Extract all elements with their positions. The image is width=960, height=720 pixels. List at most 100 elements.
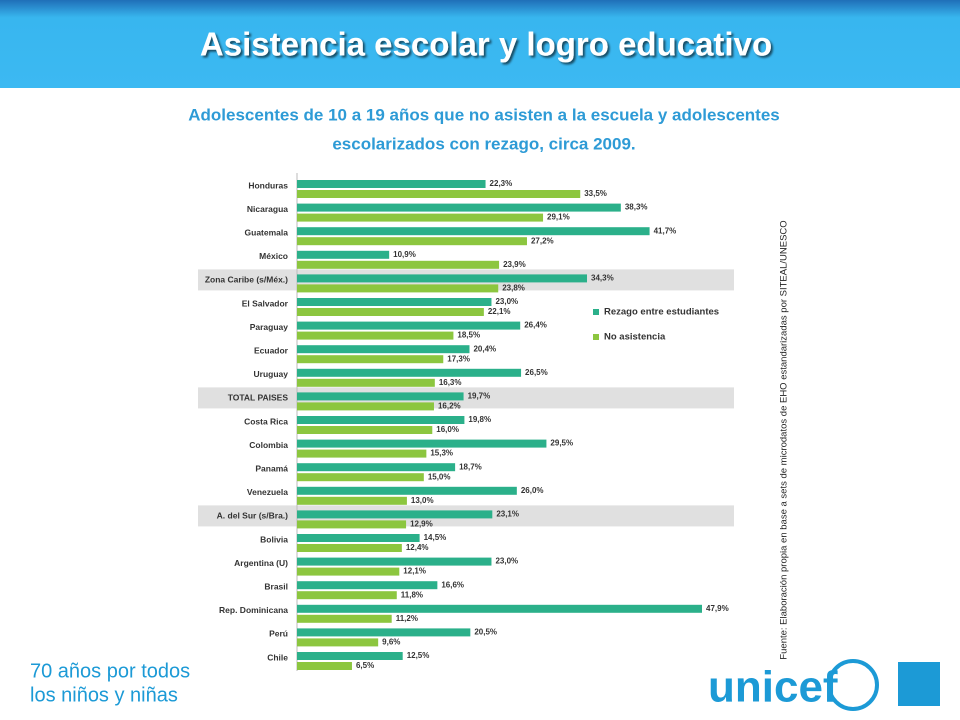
category-label: Chile — [267, 652, 288, 662]
bar — [297, 355, 444, 364]
value-label: 23,8% — [502, 284, 525, 293]
value-label: 29,1% — [547, 213, 570, 222]
category-label: Uruguay — [254, 369, 289, 379]
bar — [297, 652, 403, 660]
bar — [297, 439, 547, 448]
value-label: 10,9% — [393, 250, 416, 259]
bar — [297, 581, 438, 590]
category-label: México — [259, 251, 288, 261]
bar — [297, 260, 500, 269]
bar — [297, 331, 454, 340]
bar — [297, 402, 434, 411]
value-label: 11,2% — [396, 614, 418, 623]
bar — [297, 378, 435, 387]
value-label: 16,0% — [436, 425, 459, 434]
bar — [297, 284, 499, 293]
value-label: 18,7% — [459, 462, 482, 471]
bar — [297, 449, 427, 458]
slide-title: Asistencia escolar y logro educativo — [200, 26, 772, 63]
value-label: 12,1% — [403, 567, 426, 576]
category-label: Colombia — [249, 440, 288, 450]
source: Fuente: Elaboración propia en base a set… — [779, 220, 790, 659]
category-label: Venezuela — [247, 487, 288, 497]
tagline: los niños y niñas — [30, 684, 178, 706]
bar — [297, 496, 407, 505]
bar — [297, 486, 517, 495]
bar — [297, 544, 402, 552]
bar — [297, 567, 400, 576]
bar — [297, 250, 390, 259]
bar — [297, 534, 420, 542]
category-label: Bolivia — [260, 534, 288, 544]
value-label: 47,9% — [706, 604, 729, 613]
value-label: 17,3% — [447, 354, 470, 363]
category-label: El Salvador — [242, 298, 289, 308]
value-label: 23,0% — [495, 297, 518, 306]
value-label: 23,1% — [496, 510, 519, 519]
value-label: 26,4% — [524, 321, 547, 330]
category-label: Paraguay — [250, 322, 289, 332]
value-label: 33,5% — [584, 189, 607, 198]
value-label: 12,9% — [410, 520, 433, 529]
legend-swatch — [593, 309, 599, 315]
legend-label: Rezago entre estudiantes — [604, 307, 719, 318]
bar — [297, 274, 588, 283]
value-label: 16,3% — [439, 378, 462, 387]
value-label: 13,0% — [411, 496, 434, 505]
category-label: TOTAL PAISES — [228, 393, 289, 403]
value-label: 15,0% — [428, 472, 451, 481]
category-label: Honduras — [248, 180, 288, 190]
bar — [297, 591, 397, 600]
value-label: 23,9% — [503, 260, 526, 269]
bar — [297, 298, 492, 306]
bar — [297, 203, 621, 212]
category-label: Guatemala — [245, 227, 289, 237]
value-label: 27,2% — [531, 236, 554, 245]
bar — [297, 628, 471, 637]
value-label: 22,1% — [488, 307, 511, 316]
value-label: 16,6% — [441, 580, 464, 589]
bar — [297, 473, 424, 482]
bar — [297, 662, 352, 670]
legend-label: No asistencia — [604, 332, 666, 343]
category-label: Zona Caribe (s/Méx.) — [205, 275, 288, 285]
value-label: 12,5% — [407, 651, 430, 660]
bar — [297, 345, 470, 354]
bar — [297, 368, 522, 377]
value-label: 19,7% — [468, 392, 491, 401]
bar — [297, 520, 407, 529]
value-label: 20,4% — [473, 344, 496, 353]
bar — [297, 190, 581, 198]
header-bar — [0, 0, 960, 88]
value-label: 14,5% — [424, 533, 447, 542]
bar — [297, 180, 486, 188]
value-label: 11,8% — [401, 590, 423, 599]
value-label: 22,3% — [490, 179, 513, 188]
value-label: 38,3% — [625, 203, 648, 212]
bar — [297, 227, 650, 236]
bar — [297, 510, 493, 519]
value-label: 26,5% — [525, 368, 548, 377]
category-label: Brasil — [264, 581, 288, 591]
bar — [297, 416, 465, 424]
category-label: Costa Rica — [244, 416, 288, 426]
value-label: 18,5% — [457, 331, 480, 340]
tagline: 70 años por todos — [30, 660, 190, 682]
anniversary-logo — [898, 662, 940, 706]
value-label: 12,4% — [406, 543, 429, 552]
category-label: Argentina (U) — [234, 558, 288, 568]
subtitle: escolarizados con rezago, circa 2009. — [332, 134, 635, 153]
bar — [297, 463, 456, 472]
logo: unicef — [708, 663, 838, 712]
bar — [297, 638, 379, 647]
bar — [297, 557, 492, 566]
bar — [297, 237, 527, 246]
bar — [297, 426, 433, 434]
bar — [297, 213, 544, 222]
category-label: Rep. Dominicana — [219, 605, 288, 615]
bar — [297, 604, 702, 613]
logo-emblem — [827, 659, 879, 711]
legend-swatch — [593, 334, 599, 340]
value-label: 6,5% — [356, 661, 374, 670]
